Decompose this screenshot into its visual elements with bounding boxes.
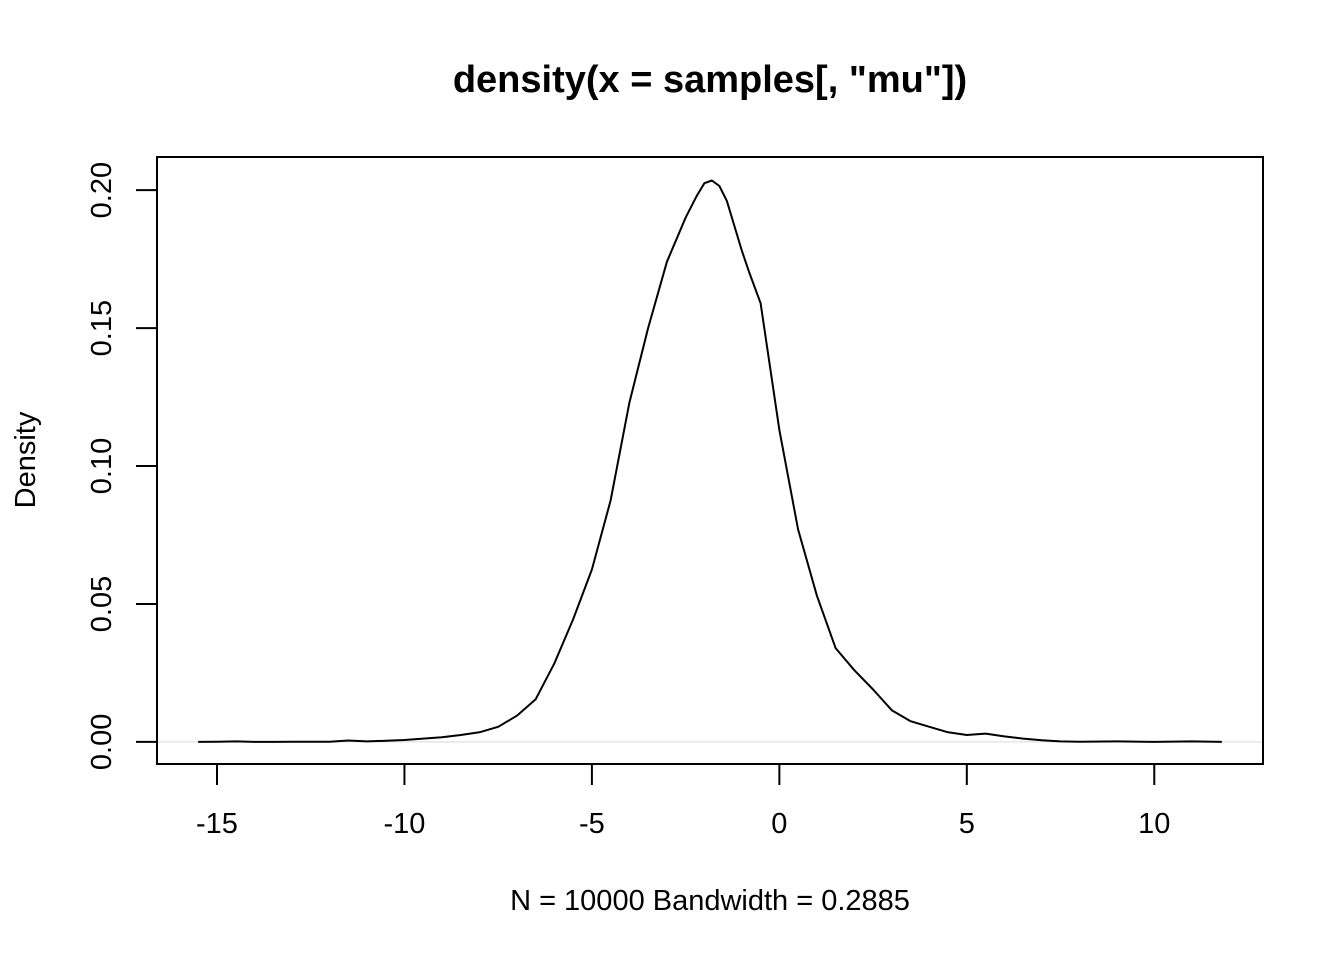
x-tick-label: -5 — [579, 808, 605, 840]
y-tick-label: 0.20 — [86, 162, 118, 218]
y-axis: 0.00 0.05 0.10 0.15 0.20 — [86, 162, 158, 770]
plot-frame — [156, 156, 1264, 765]
y-tick-label: 0.15 — [86, 300, 118, 356]
y-tick-label: 0.10 — [86, 438, 118, 494]
density-line — [198, 179, 1222, 743]
x-tick-label: 10 — [1138, 808, 1170, 840]
plot-area — [156, 156, 1264, 765]
chart-title: density(x = samples[, "mu"]) — [453, 59, 967, 101]
x-tick-label: 0 — [771, 808, 787, 840]
y-tick-label: 0.00 — [86, 714, 118, 770]
x-tick-label: 5 — [959, 808, 975, 840]
x-tick-label: -10 — [383, 808, 425, 840]
y-tick-label: 0.05 — [86, 576, 118, 632]
x-tick-label: -15 — [196, 808, 238, 840]
x-axis-label: N = 10000 Bandwidth = 0.2885 — [510, 885, 910, 917]
y-axis-label: Density — [10, 411, 42, 508]
x-axis: -15 -10 -5 0 5 10 — [196, 763, 1170, 840]
